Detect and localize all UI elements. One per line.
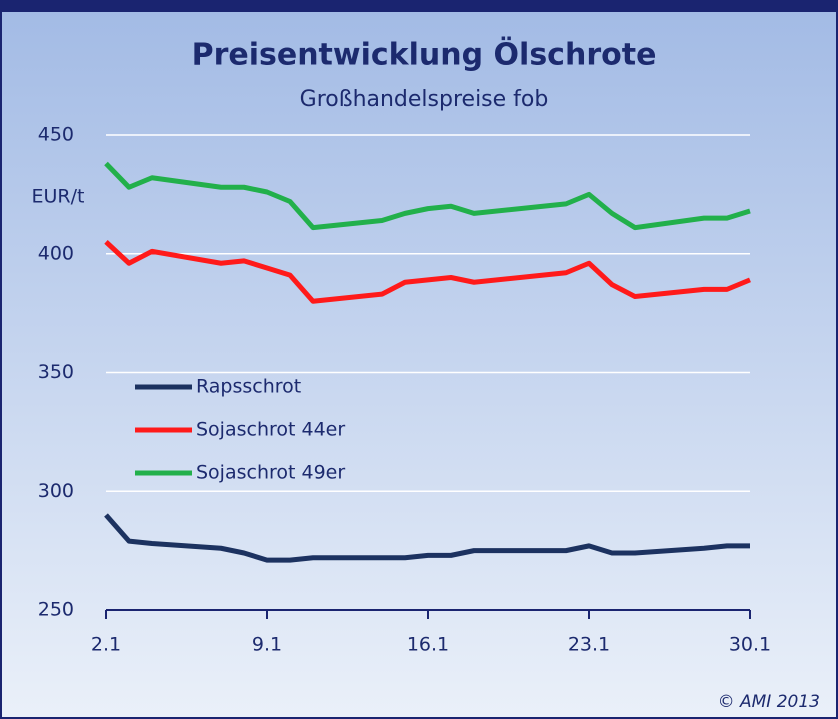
background [2, 12, 836, 717]
series-line [104, 161, 751, 231]
y-tick-label: 300 [38, 480, 74, 502]
y-axis-label: EUR/t [32, 186, 85, 208]
legend-label: Rapsschrot [196, 376, 301, 398]
series-line [104, 513, 750, 563]
chart-subtitle: Großhandelspreise fob [300, 87, 549, 112]
y-tick-label: 400 [38, 242, 74, 264]
x-tick-label: 2.1 [91, 634, 121, 656]
series-line [104, 240, 751, 304]
x-tick-label: 9.1 [252, 634, 282, 656]
x-tick-label: 30.1 [729, 634, 771, 656]
legend-label: Sojaschrot 44er [196, 419, 345, 441]
x-tick-label: 23.1 [568, 634, 610, 656]
credit: © AMI 2013 [718, 692, 820, 712]
x-tick-label: 16.1 [407, 634, 449, 656]
y-tick-label: 350 [38, 361, 74, 383]
chart-title: Preisentwicklung Ölschrote [192, 36, 657, 73]
y-tick-label: 250 [38, 599, 74, 621]
y-tick-label: 450 [38, 124, 74, 146]
legend-label: Sojaschrot 49er [196, 462, 345, 484]
